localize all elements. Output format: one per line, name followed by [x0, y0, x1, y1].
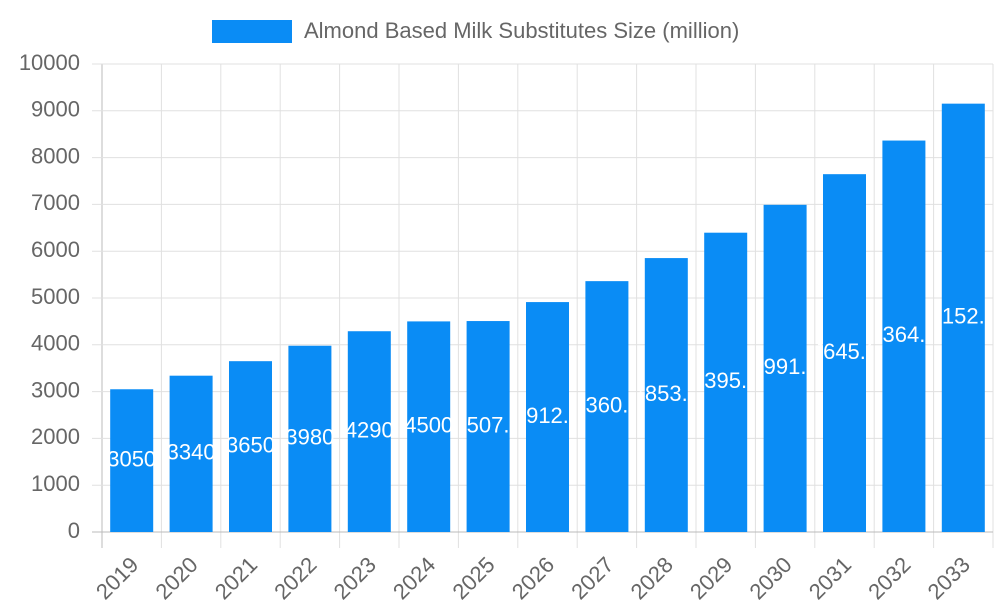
- x-tick-label: 2023: [329, 552, 381, 600]
- y-tick-label: 3000: [31, 377, 80, 402]
- data-label: 3340: [167, 440, 216, 465]
- x-tick-label: 2029: [685, 552, 737, 600]
- y-tick-label: 2000: [31, 424, 80, 449]
- data-label: 4912.8: [514, 403, 581, 428]
- y-tick-label: 5000: [31, 284, 80, 309]
- data-label: 9152.7: [930, 304, 997, 329]
- data-label: 7645.8: [811, 339, 878, 364]
- bar: [288, 345, 332, 532]
- y-tick-label: 1000: [31, 471, 80, 496]
- data-label: 6395.4: [692, 368, 759, 393]
- y-tick-label: 8000: [31, 143, 80, 168]
- bar: [585, 281, 629, 532]
- bar: [407, 321, 451, 532]
- data-label: 5360.2: [573, 392, 640, 417]
- y-tick-label: 6000: [31, 237, 80, 262]
- bar: [644, 258, 688, 532]
- data-label: 8364.2: [870, 322, 937, 347]
- x-tick-label: 2033: [923, 552, 975, 600]
- bar: [882, 140, 926, 533]
- x-tick-label: 2020: [150, 552, 202, 600]
- bar: [110, 389, 154, 532]
- data-label: 4507.5: [454, 412, 521, 437]
- data-label: 3650: [226, 432, 275, 457]
- x-tick-label: 2025: [447, 552, 499, 600]
- bar: [526, 302, 569, 532]
- data-label: 3980: [285, 425, 334, 450]
- bar: [169, 375, 213, 532]
- bar: [704, 232, 748, 532]
- x-tick-label: 2019: [91, 552, 143, 600]
- x-tick-label: 2021: [210, 552, 262, 600]
- legend-label: Almond Based Milk Substitutes Size (mill…: [304, 18, 739, 43]
- data-label: 4500: [404, 413, 453, 438]
- x-tick-label: 2024: [388, 552, 440, 600]
- x-tick-label: 2028: [626, 552, 678, 600]
- data-label: 3050: [107, 446, 156, 471]
- bar: [941, 103, 985, 533]
- bar: [466, 321, 510, 532]
- data-label: 6991.2: [751, 354, 818, 379]
- y-tick-label: 4000: [31, 331, 80, 356]
- bar: [823, 174, 866, 532]
- data-label: 5853.1: [633, 381, 700, 406]
- x-tick-label: 2027: [566, 552, 618, 600]
- x-tick-label: 2022: [269, 552, 321, 600]
- data-label: 4290: [345, 417, 394, 442]
- bar: [347, 331, 391, 532]
- y-tick-label: 7000: [31, 190, 80, 215]
- bar: [763, 204, 807, 533]
- bar: [229, 361, 272, 532]
- x-tick-label: 2031: [804, 552, 856, 600]
- y-tick-label: 10000: [19, 50, 80, 75]
- x-tick-label: 2026: [507, 552, 559, 600]
- x-tick-label: 2032: [863, 552, 915, 600]
- x-tick-label: 2030: [744, 552, 796, 600]
- y-tick-label: 0: [68, 518, 80, 543]
- legend-swatch: [212, 20, 292, 43]
- y-tick-label: 9000: [31, 97, 80, 122]
